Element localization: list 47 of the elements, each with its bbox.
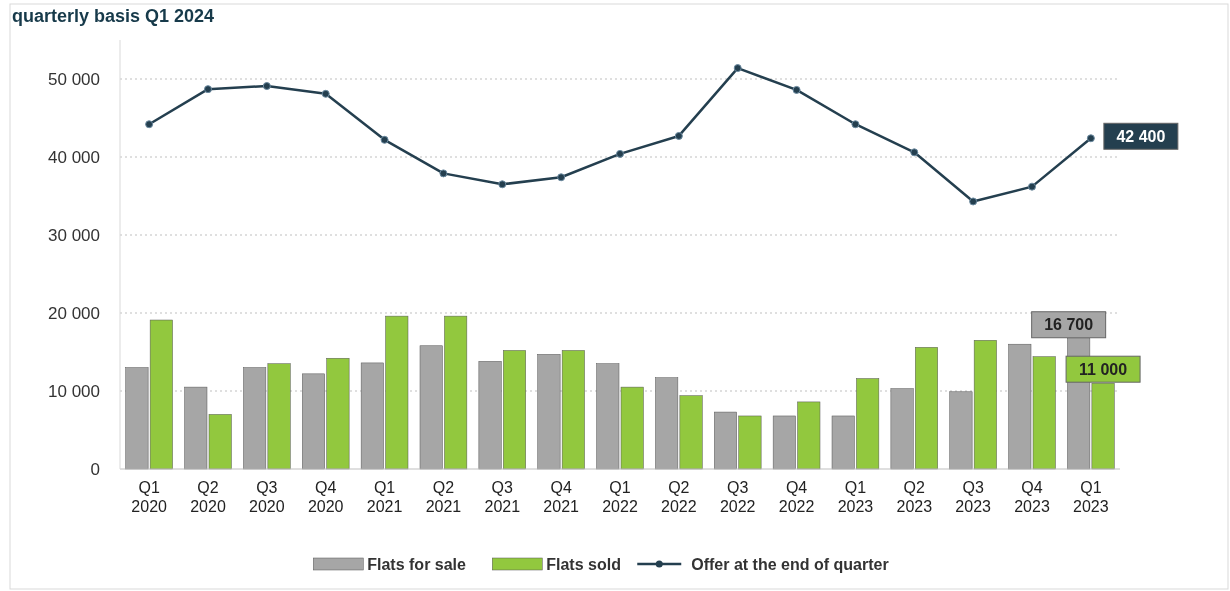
legend-label: Offer at the end of quarter — [691, 555, 889, 573]
point — [910, 148, 919, 157]
x-tick-label: Q4 2022 — [778, 479, 815, 515]
data-label: 11 000 — [1079, 360, 1128, 378]
x-tick-label: Q1 2020 — [131, 479, 168, 515]
point — [616, 149, 624, 158]
x-tick-label: Q2 2021 — [425, 479, 462, 515]
x-tick-label: Q3 2021 — [484, 479, 521, 515]
point — [733, 64, 742, 73]
x-tick-label: Q4 2023 — [1014, 479, 1050, 515]
x-tick-label: Q3 2023 — [955, 479, 992, 515]
point — [321, 89, 330, 98]
y-tick-label: 50 000 — [48, 69, 100, 89]
x-tick-label: Q2 2023 — [896, 479, 933, 515]
legend-label: Flats sold — [546, 555, 621, 573]
x-tick-label: Q1 2021 — [366, 479, 403, 515]
point — [439, 169, 448, 178]
point — [851, 120, 860, 129]
data-label: 16 700 — [1044, 316, 1094, 334]
data-label: 42 400 — [1116, 127, 1166, 145]
x-tick-label: Q1 2023 — [837, 479, 874, 515]
point — [1028, 182, 1037, 191]
point — [203, 85, 212, 94]
y-tick-label: 0 — [90, 459, 100, 479]
point — [262, 82, 271, 91]
point — [792, 85, 801, 94]
x-tick-label: Q2 2022 — [661, 479, 697, 515]
x-tick-label: Q2 2020 — [190, 479, 226, 515]
point — [1086, 134, 1095, 143]
point — [498, 180, 507, 189]
y-tick-label: 10 000 — [48, 381, 100, 401]
y-tick-label: 30 000 — [48, 225, 100, 245]
point — [969, 197, 978, 206]
x-tick-label: Q3 2022 — [719, 479, 756, 515]
point — [674, 131, 683, 140]
x-tick-label: Q1 2023 — [1073, 479, 1109, 515]
x-tick-label: Q1 2022 — [602, 479, 638, 515]
x-tick-label: Q4 2020 — [307, 479, 344, 515]
point — [557, 173, 566, 182]
y-tick-label: 20 000 — [48, 303, 100, 323]
point — [380, 135, 389, 144]
x-tick-label: Q3 2020 — [249, 479, 285, 515]
x-tick-label: Q4 2021 — [543, 479, 580, 515]
point — [145, 120, 154, 129]
chart-title: quarterly basis Q1 2024 — [12, 6, 215, 26]
legend-label: Flats for sale — [367, 555, 467, 573]
y-tick-label: 40 000 — [48, 147, 100, 167]
